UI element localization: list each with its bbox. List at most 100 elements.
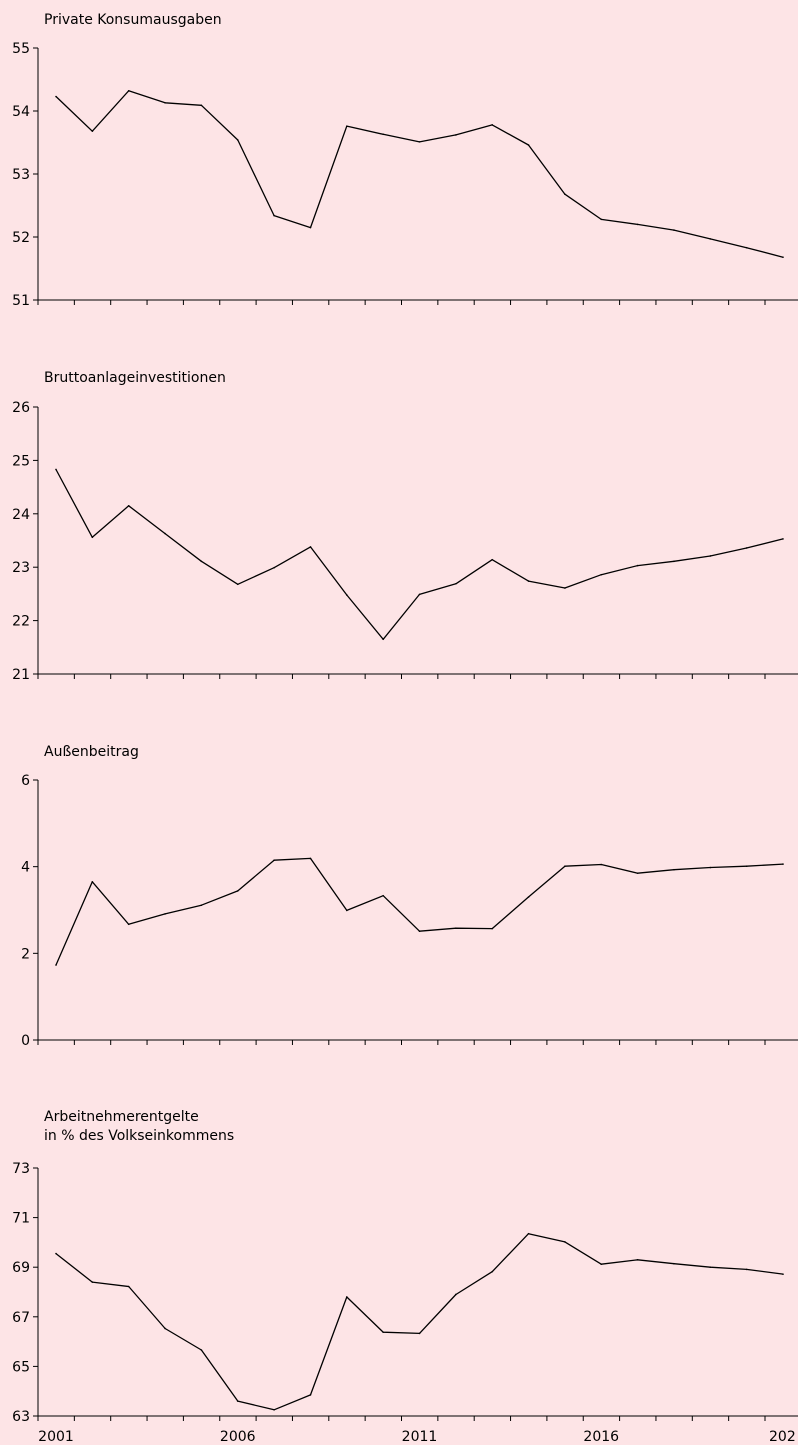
data-point [236,583,239,586]
y-tick-label: 63 [12,1409,30,1425]
data-point [673,560,675,563]
y-tick-label: 71 [12,1211,30,1227]
data-point [273,214,275,217]
data-point [673,868,675,871]
chart-panel-1: Private Konsumausgaben 51 52 53 54 55 [12,12,798,309]
data-point [309,226,312,229]
data-point [491,558,494,561]
data-point [418,930,421,933]
data-point [164,1327,166,1330]
data-point [600,863,603,866]
data-point [455,134,457,136]
y-tick-label: 24 [12,507,30,523]
data-point [491,927,494,930]
data-point [346,909,348,912]
data-point [709,866,712,869]
data-point [273,1409,275,1411]
data-point [382,638,384,641]
data-point [273,566,275,569]
data-point [527,896,530,898]
data-point [418,1332,421,1335]
data-point [91,130,94,132]
data-point [709,1266,712,1268]
y-tick-label: 65 [12,1359,30,1375]
data-point [600,573,603,576]
y-tick-label: 55 [12,41,30,57]
x-tick-label: 2001 [38,1429,74,1445]
data-point [236,890,239,892]
data-point [55,1252,57,1255]
data-point [346,125,348,127]
data-point [309,546,312,548]
data-point [564,865,566,868]
data-point [91,536,94,539]
data-point [382,1331,384,1333]
y-tick-label: 51 [12,293,30,309]
y-tick-label: 67 [12,1310,30,1326]
data-point [745,547,748,549]
series-line [55,1233,784,1411]
data-point [273,859,275,861]
data-point [673,1262,675,1265]
data-point [745,246,748,249]
y-tick-label: 26 [12,400,30,416]
chart-panel-2: Bruttoanlageinvestitionen 21 22 23 24 25 26 [12,370,798,683]
data-point [491,1270,494,1273]
data-point [382,894,384,897]
y-tick-label: 54 [12,104,30,120]
y-tick-label: 53 [12,167,30,183]
data-point [782,863,784,865]
y-tick-label: 0 [21,1033,30,1049]
y-tick-label: 21 [12,667,30,683]
data-point [382,133,384,136]
data-point [673,229,675,231]
data-point [564,1241,566,1243]
data-point [782,538,784,540]
data-point [636,223,639,226]
data-point [236,139,239,141]
data-point [600,218,603,221]
data-point [91,881,94,883]
y-tick-label: 23 [12,560,30,576]
data-point [164,913,166,915]
chart-title: Arbeitnehmerentgelte [44,1109,199,1125]
y-tick-label: 4 [21,860,30,876]
data-point [127,90,130,92]
data-point [55,468,57,471]
data-point [455,927,457,929]
data-point [200,104,203,107]
data-point [491,124,494,126]
data-point [455,582,457,585]
y-tick-label: 69 [12,1260,30,1276]
data-point [55,95,57,98]
y-tick-label: 6 [21,773,30,789]
chart-title: Bruttoanlageinvestitionen [44,370,226,386]
data-point [527,580,530,582]
data-point [636,872,639,874]
data-point [745,865,748,868]
data-point [309,857,312,860]
chart-title: Außenbeitrag [44,744,139,760]
x-tick-label: 2006 [220,1429,256,1445]
x-tick-label: 2011 [402,1429,438,1445]
data-point [564,193,566,195]
data-point [200,560,203,563]
y-tick-label: 2 [21,946,30,962]
data-point [309,1394,312,1396]
data-point [709,555,712,557]
data-point [127,504,130,507]
data-point [636,1258,639,1261]
data-point [782,256,784,258]
data-point [200,1349,203,1351]
data-point [418,141,421,143]
data-point [600,1263,603,1266]
data-point [527,1232,530,1235]
data-point [564,587,566,589]
chart-panel-3: Außenbeitrag 0 2 4 6 [21,744,798,1049]
data-point [455,1293,457,1296]
data-point [745,1268,748,1271]
y-tick-label: 52 [12,230,30,246]
data-point [346,594,348,596]
data-point [418,593,421,596]
